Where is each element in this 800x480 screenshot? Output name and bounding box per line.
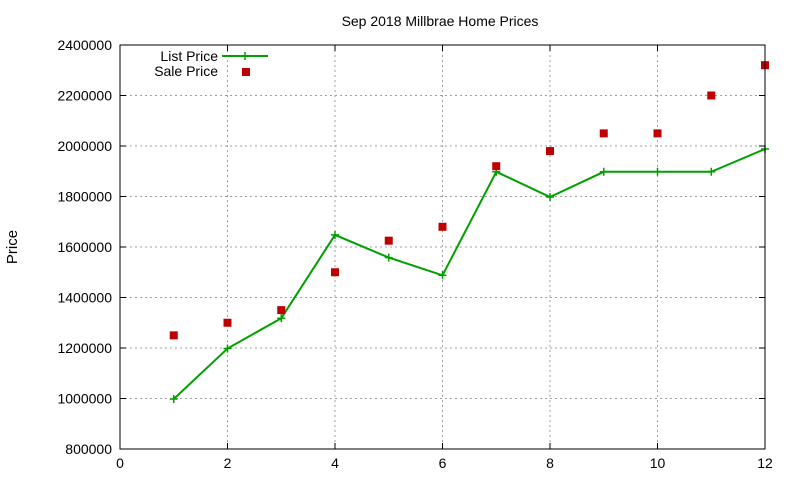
legend-label-sale-price: Sale Price — [154, 63, 218, 79]
x-tick-label: 10 — [650, 455, 666, 471]
y-tick-label: 2400000 — [57, 37, 112, 53]
sale-price-point — [169, 331, 178, 340]
x-tick-label: 12 — [757, 455, 773, 471]
list-price-point — [277, 314, 286, 323]
y-tick-label: 1800000 — [57, 189, 112, 205]
y-tick-label: 1000000 — [57, 391, 112, 407]
list-price-point — [384, 253, 393, 262]
sale-price-point — [546, 147, 554, 156]
legend: List Price Sale Price — [154, 48, 268, 79]
list-price-line — [173, 148, 766, 400]
x-tick-label: 6 — [439, 455, 447, 471]
sale-price-point — [438, 222, 447, 231]
y-tick-label: 1600000 — [57, 239, 112, 255]
sale-price-point — [492, 162, 501, 171]
y-tick-label: 2000000 — [57, 138, 112, 154]
x-tick-label: 0 — [116, 455, 124, 471]
chart-title: Sep 2018 Millbrae Home Prices — [342, 13, 539, 29]
list-price-point — [331, 230, 339, 239]
list-price-point — [438, 271, 447, 280]
list-price-point — [169, 395, 178, 404]
sale-price-point — [707, 91, 716, 100]
plot-frame — [119, 44, 766, 450]
list-price-point — [599, 167, 608, 176]
sale-price-point — [277, 306, 286, 315]
x-tick-label: 8 — [546, 455, 554, 471]
x-tick-label: 2 — [224, 455, 232, 471]
list-price-point — [223, 344, 232, 353]
grid-lines — [120, 45, 765, 449]
list-price-point — [653, 167, 662, 176]
legend-swatch-sale-price — [242, 68, 250, 76]
sale-price-point — [653, 129, 662, 138]
axis-ticks: 800000 1000000 1200000 1400000 1600000 180000… — [57, 37, 773, 471]
sale-price-point — [384, 236, 393, 245]
y-tick-label: 2200000 — [57, 88, 112, 104]
sale-price-point — [223, 318, 232, 327]
list-price-point — [707, 167, 716, 176]
series-layer — [169, 61, 769, 404]
x-tick-label: 4 — [331, 455, 339, 471]
list-price-point — [546, 193, 554, 202]
y-tick-label: 800000 — [65, 441, 112, 457]
y-axis-label: Price — [4, 230, 21, 264]
y-tick-label: 1200000 — [57, 340, 112, 356]
sale-price-point — [599, 129, 608, 138]
legend-marker-list-price — [241, 52, 249, 60]
legend-label-list-price: List Price — [160, 48, 218, 64]
y-tick-label: 1400000 — [57, 290, 112, 306]
sale-price-point — [331, 268, 339, 277]
